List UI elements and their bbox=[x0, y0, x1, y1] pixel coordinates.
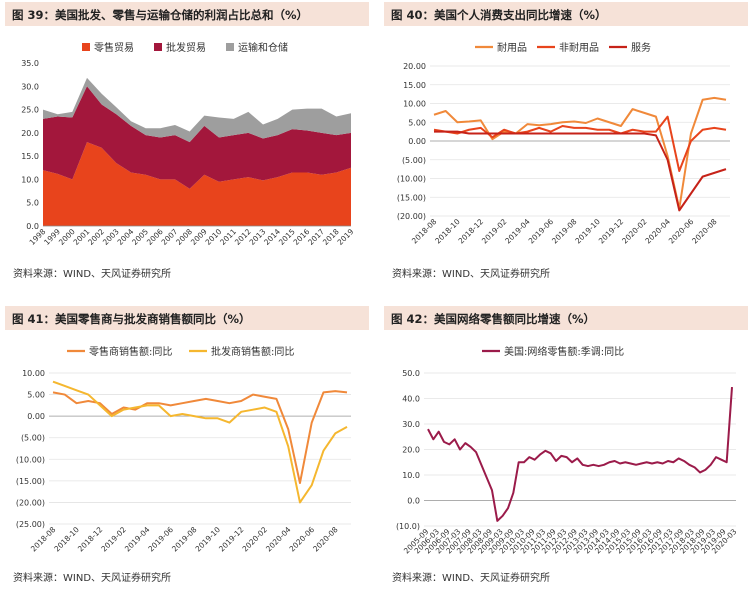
area-series bbox=[43, 77, 351, 143]
y-tick-label: (15.00) bbox=[16, 477, 45, 486]
y-tick-label: 20.0 bbox=[402, 446, 420, 455]
y-tick-label: 5.00 bbox=[27, 391, 45, 400]
title-bar: 图 42：美国网络零售额同比增速（%） bbox=[384, 306, 748, 330]
y-tick-label: (20.00) bbox=[16, 498, 45, 507]
y-tick-label: 0.00 bbox=[27, 412, 45, 421]
legend-label: 零售商销售额:同比 bbox=[89, 345, 172, 358]
y-tick-label: 30.0 bbox=[402, 420, 420, 429]
y-tick-label: 5.00 bbox=[408, 118, 426, 127]
source-note: 资料来源：WIND、天风证券研究所 bbox=[13, 269, 172, 280]
legend-label: 批发商销售额:同比 bbox=[211, 345, 294, 358]
chart-panel-40: 图 40：美国个人消费支出同比增速（%） 耐用品 非耐用品 服务 20.00 15.00… bbox=[384, 2, 750, 285]
y-tick-label: 25.0 bbox=[21, 106, 39, 115]
legend-label: 非耐用品 bbox=[559, 41, 599, 54]
y-tick-label: 10.0 bbox=[402, 471, 420, 480]
y-tick-label: 35.0 bbox=[21, 59, 39, 68]
x-tick-label: 2020-08 bbox=[690, 217, 719, 246]
title-bar: 图 41：美国零售商与批发商销售额同比（%） bbox=[5, 306, 369, 330]
legend-label: 美国:网络零售额:季调:同比 bbox=[504, 345, 624, 358]
stacked-area-chart: 零售贸易 批发贸易 运输和仓储 0.0 5.0 10.0 15.0 20.0 25.0 30.0 3… bbox=[21, 41, 356, 247]
series-line bbox=[433, 115, 727, 172]
legend-swatch bbox=[154, 43, 162, 51]
source-note: 资料来源：WIND、天风证券研究所 bbox=[13, 573, 172, 584]
legend-label: 运输和仓储 bbox=[238, 41, 288, 54]
y-tick-label: 20.00 bbox=[403, 62, 426, 71]
series-line bbox=[433, 96, 727, 210]
source-note: 资料来源：WIND、天风证券研究所 bbox=[392, 269, 551, 280]
title-bar: 图 40：美国个人消费支出同比增速（%） bbox=[384, 2, 748, 26]
legend-label: 批发贸易 bbox=[166, 41, 206, 54]
y-tick-label: 0.00 bbox=[408, 137, 426, 146]
legend-label: 耐用品 bbox=[497, 41, 527, 54]
series-line bbox=[52, 390, 348, 485]
y-tick-label: (5.00) bbox=[21, 434, 45, 443]
y-tick-label: (25.00) bbox=[16, 520, 45, 529]
area-series bbox=[43, 86, 351, 189]
y-tick-label: 15.0 bbox=[21, 152, 39, 161]
y-tick-label: 10.00 bbox=[22, 369, 45, 378]
chart-panel-42: 图 42：美国网络零售额同比增速（%） 美国:网络零售额:季调:同比 50.0 40… bbox=[384, 306, 750, 589]
y-tick-label: 30.0 bbox=[21, 82, 39, 91]
line-chart: 零售商销售额:同比 批发商销售额:同比 10.00 5.00 0.00 (5.00) (10… bbox=[16, 345, 351, 554]
legend-swatch bbox=[226, 43, 234, 51]
line-chart: 耐用品 非耐用品 服务 20.00 15.00 10.00 5.00 0.00 (5.00) (1… bbox=[397, 41, 730, 246]
y-tick-label: 50.0 bbox=[402, 369, 420, 378]
line-chart: 美国:网络零售额:季调:同比 50.0 40.0 30.0 20.0 10.0 0.0 (10… bbox=[396, 345, 739, 556]
chart-panel-41: 图 41：美国零售商与批发商销售额同比（%） 零售商销售额:同比 批发商销售额:同… bbox=[5, 306, 371, 589]
area-series bbox=[43, 142, 351, 226]
title-bar: 图 39：美国批发、零售与运输仓储的利润占比总和（%） bbox=[5, 2, 369, 26]
chart-title: 图 42：美国网络零售额同比增速（%） bbox=[391, 312, 596, 326]
y-tick-label: (20.00) bbox=[397, 212, 426, 221]
series-line bbox=[427, 386, 733, 522]
chart-title: 图 39：美国批发、零售与运输仓储的利润占比总和（%） bbox=[12, 8, 309, 22]
source-note: 资料来源：WIND、天风证券研究所 bbox=[392, 573, 551, 584]
series-line bbox=[52, 380, 348, 504]
x-tick-label: 2020-08 bbox=[311, 525, 340, 554]
y-tick-label: 40.0 bbox=[402, 395, 420, 404]
chart-title: 图 40：美国个人消费支出同比增速（%） bbox=[391, 8, 607, 22]
y-tick-label: 0.0 bbox=[407, 497, 420, 506]
y-tick-label: (10.0) bbox=[396, 522, 420, 531]
y-tick-label: (10.00) bbox=[16, 455, 45, 464]
legend-swatch bbox=[82, 43, 90, 51]
y-tick-label: 5.0 bbox=[26, 199, 39, 208]
y-tick-label: 0.0 bbox=[26, 222, 39, 231]
x-tick-label: 2019 bbox=[336, 227, 356, 247]
y-tick-label: 10.00 bbox=[403, 100, 426, 109]
y-tick-label: 10.0 bbox=[21, 175, 39, 184]
legend-label: 零售贸易 bbox=[94, 41, 134, 54]
legend-label: 服务 bbox=[631, 41, 651, 54]
chart-panel-39: 图 39：美国批发、零售与运输仓储的利润占比总和（%） 零售贸易 批发贸易 运输和仓… bbox=[5, 2, 371, 285]
y-tick-label: (15.00) bbox=[397, 193, 426, 202]
y-tick-label: (10.00) bbox=[397, 175, 426, 184]
y-tick-label: 20.0 bbox=[21, 129, 39, 138]
y-tick-label: 15.00 bbox=[403, 81, 426, 90]
chart-title: 图 41：美国零售商与批发商销售额同比（%） bbox=[12, 312, 251, 326]
series-line bbox=[434, 130, 727, 212]
y-tick-label: (5.00) bbox=[402, 156, 426, 165]
